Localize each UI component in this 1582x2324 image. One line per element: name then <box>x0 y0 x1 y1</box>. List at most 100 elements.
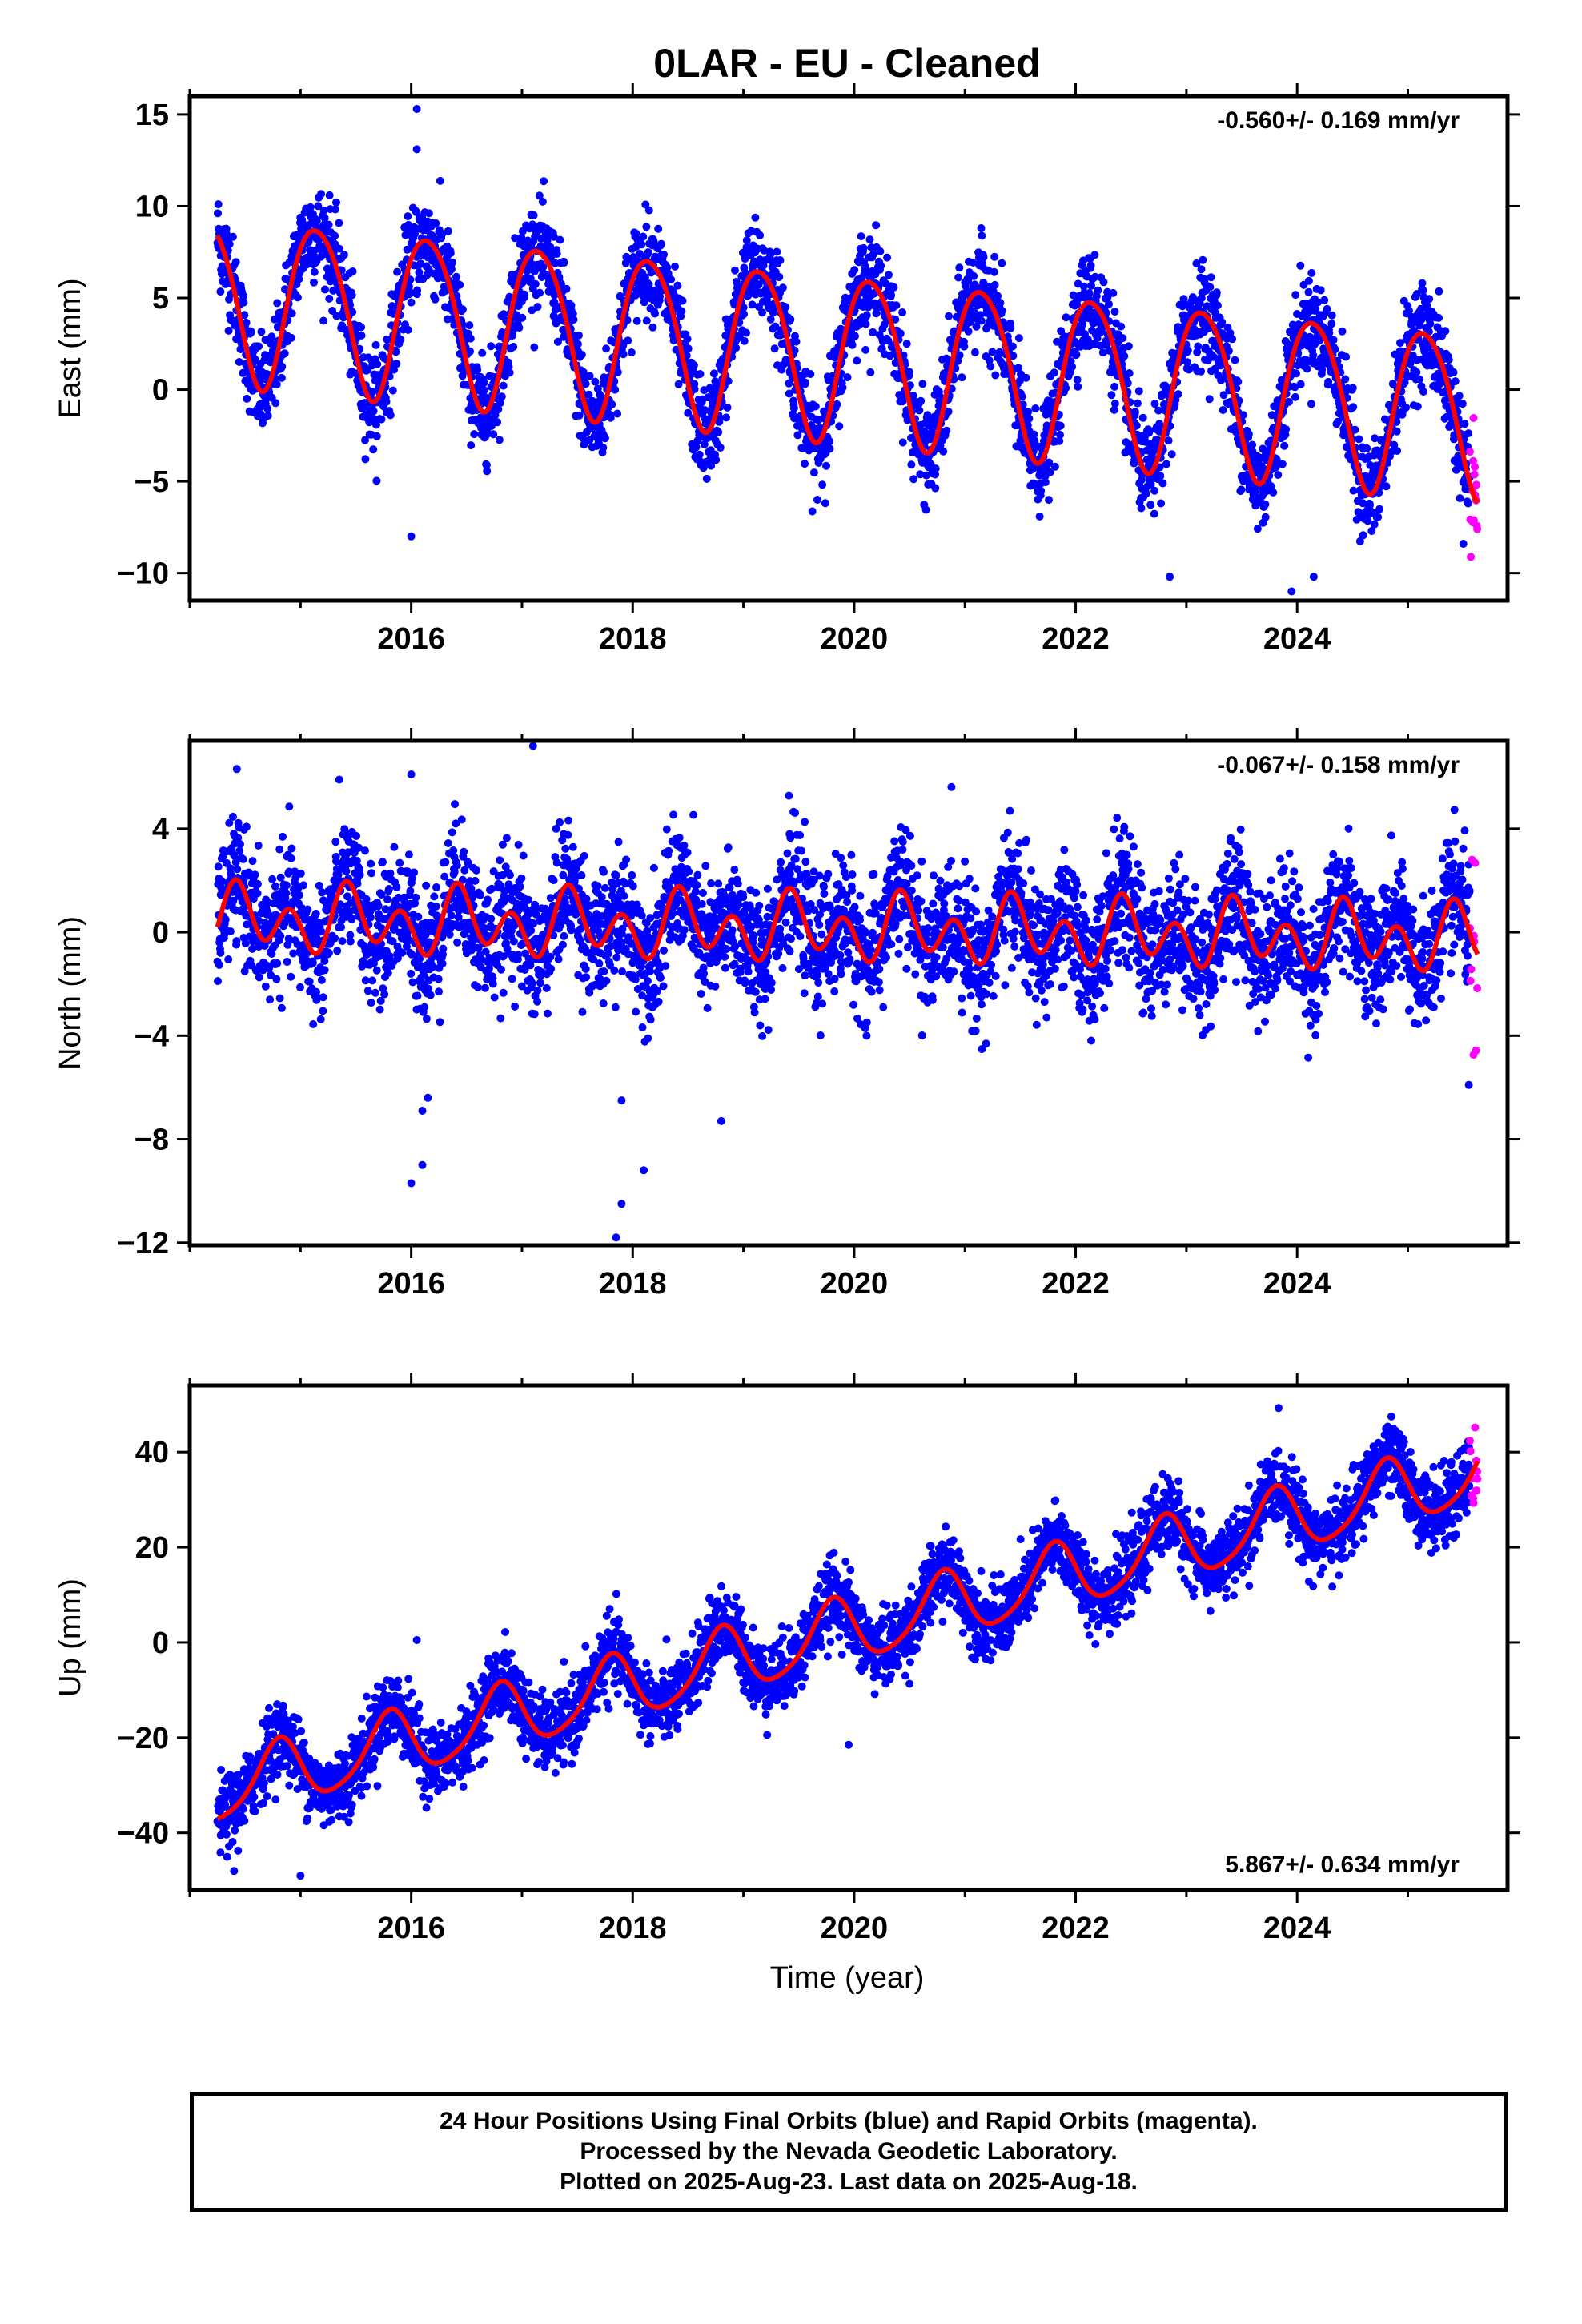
final-orbit-point <box>1388 380 1397 388</box>
final-orbit-point <box>361 455 370 464</box>
final-orbit-point <box>1267 411 1276 420</box>
final-orbit-point <box>905 368 913 376</box>
final-orbit-point <box>332 198 340 207</box>
final-orbit-point <box>320 966 329 975</box>
final-orbit-point <box>838 384 847 392</box>
final-orbit-point <box>271 882 279 891</box>
final-orbit-point <box>1035 512 1044 521</box>
outlier-point <box>1287 587 1296 596</box>
final-orbit-point <box>1392 427 1401 436</box>
final-orbit-point <box>1435 287 1443 296</box>
final-orbit-point <box>444 227 452 235</box>
final-orbit-point <box>239 855 247 863</box>
final-orbit-point <box>1134 387 1143 396</box>
final-orbit-point <box>1314 298 1323 307</box>
final-orbit-point <box>241 939 250 947</box>
final-orbit-point <box>1393 447 1402 455</box>
final-orbit-point <box>321 285 329 294</box>
final-orbit-point <box>305 977 314 986</box>
final-orbit-point <box>287 854 295 862</box>
final-orbit-point <box>1366 460 1375 469</box>
final-orbit-point <box>375 1005 384 1014</box>
final-orbit-point <box>413 286 422 295</box>
final-orbit-point <box>556 235 564 244</box>
final-orbit-point <box>1324 377 1333 386</box>
final-orbit-point <box>1413 402 1422 411</box>
final-orbit-point <box>296 869 305 878</box>
final-orbit-point <box>226 864 235 873</box>
final-orbit-point <box>499 381 508 390</box>
final-orbit-point <box>740 310 748 319</box>
final-orbit-point <box>813 496 821 504</box>
outlier-point <box>412 145 421 154</box>
final-orbit-point <box>363 987 372 995</box>
final-orbit-point <box>751 213 760 222</box>
final-orbit-point <box>789 404 798 412</box>
final-orbit-point <box>1014 364 1023 372</box>
final-orbit-point <box>1146 501 1155 509</box>
final-orbit-point <box>335 775 343 784</box>
final-orbit-point <box>392 360 401 368</box>
final-orbit-point <box>766 315 775 324</box>
final-orbit-point <box>357 323 366 332</box>
final-orbit-point <box>1303 364 1311 373</box>
final-orbit-point <box>1109 288 1118 297</box>
final-orbit-point <box>1174 390 1182 399</box>
final-orbit-point <box>406 887 415 895</box>
final-orbit-point <box>271 399 280 408</box>
final-orbit-point <box>379 858 387 866</box>
east-data-points <box>213 105 1482 596</box>
final-orbit-point <box>1455 392 1464 400</box>
final-orbit-point <box>1219 406 1227 414</box>
final-orbit-point <box>632 229 640 238</box>
final-orbit-point <box>317 975 326 984</box>
final-orbit-point <box>825 437 834 446</box>
final-orbit-point <box>448 258 457 267</box>
final-orbit-point <box>509 343 518 351</box>
final-orbit-point <box>1464 499 1472 508</box>
final-orbit-point <box>1150 509 1158 518</box>
final-orbit-point <box>407 298 416 307</box>
final-orbit-point <box>1296 261 1305 270</box>
final-orbit-point <box>1359 499 1367 508</box>
final-orbit-point <box>861 320 870 328</box>
final-orbit-point <box>1234 377 1243 386</box>
final-orbit-point <box>415 268 424 277</box>
final-orbit-point <box>808 507 817 516</box>
final-orbit-point <box>990 252 999 261</box>
final-orbit-point <box>876 247 885 255</box>
final-orbit-point <box>821 499 829 508</box>
final-orbit-point <box>1458 400 1467 408</box>
final-orbit-point <box>1110 382 1119 391</box>
final-orbit-point <box>271 315 279 324</box>
final-orbit-point <box>857 232 865 241</box>
final-orbit-point <box>319 207 328 215</box>
final-orbit-point <box>466 334 475 343</box>
final-orbit-point <box>1418 279 1427 287</box>
final-orbit-point <box>255 916 263 925</box>
final-orbit-point <box>677 307 686 316</box>
final-orbit-point <box>778 283 787 292</box>
final-orbit-point <box>386 411 395 420</box>
final-orbit-point <box>296 983 304 991</box>
final-orbit-point <box>1291 291 1300 300</box>
final-orbit-point <box>785 389 793 398</box>
final-orbit-point <box>282 881 291 890</box>
final-orbit-point <box>466 347 474 356</box>
final-orbit-point <box>1228 335 1237 344</box>
final-orbit-point <box>478 348 487 357</box>
final-orbit-point <box>1110 405 1118 414</box>
final-orbit-point <box>608 400 616 408</box>
final-orbit-point <box>497 392 506 401</box>
final-orbit-point <box>1304 287 1313 296</box>
final-orbit-point <box>766 250 775 259</box>
final-orbit-point <box>1157 499 1166 508</box>
final-orbit-point <box>447 265 456 274</box>
final-orbit-point <box>1072 350 1081 359</box>
final-orbit-point <box>1105 300 1113 308</box>
final-orbit-point <box>1050 368 1058 377</box>
final-orbit-point <box>436 1018 444 1027</box>
outlier-point <box>1459 540 1468 548</box>
final-orbit-point <box>748 300 757 309</box>
final-orbit-point <box>843 373 852 382</box>
